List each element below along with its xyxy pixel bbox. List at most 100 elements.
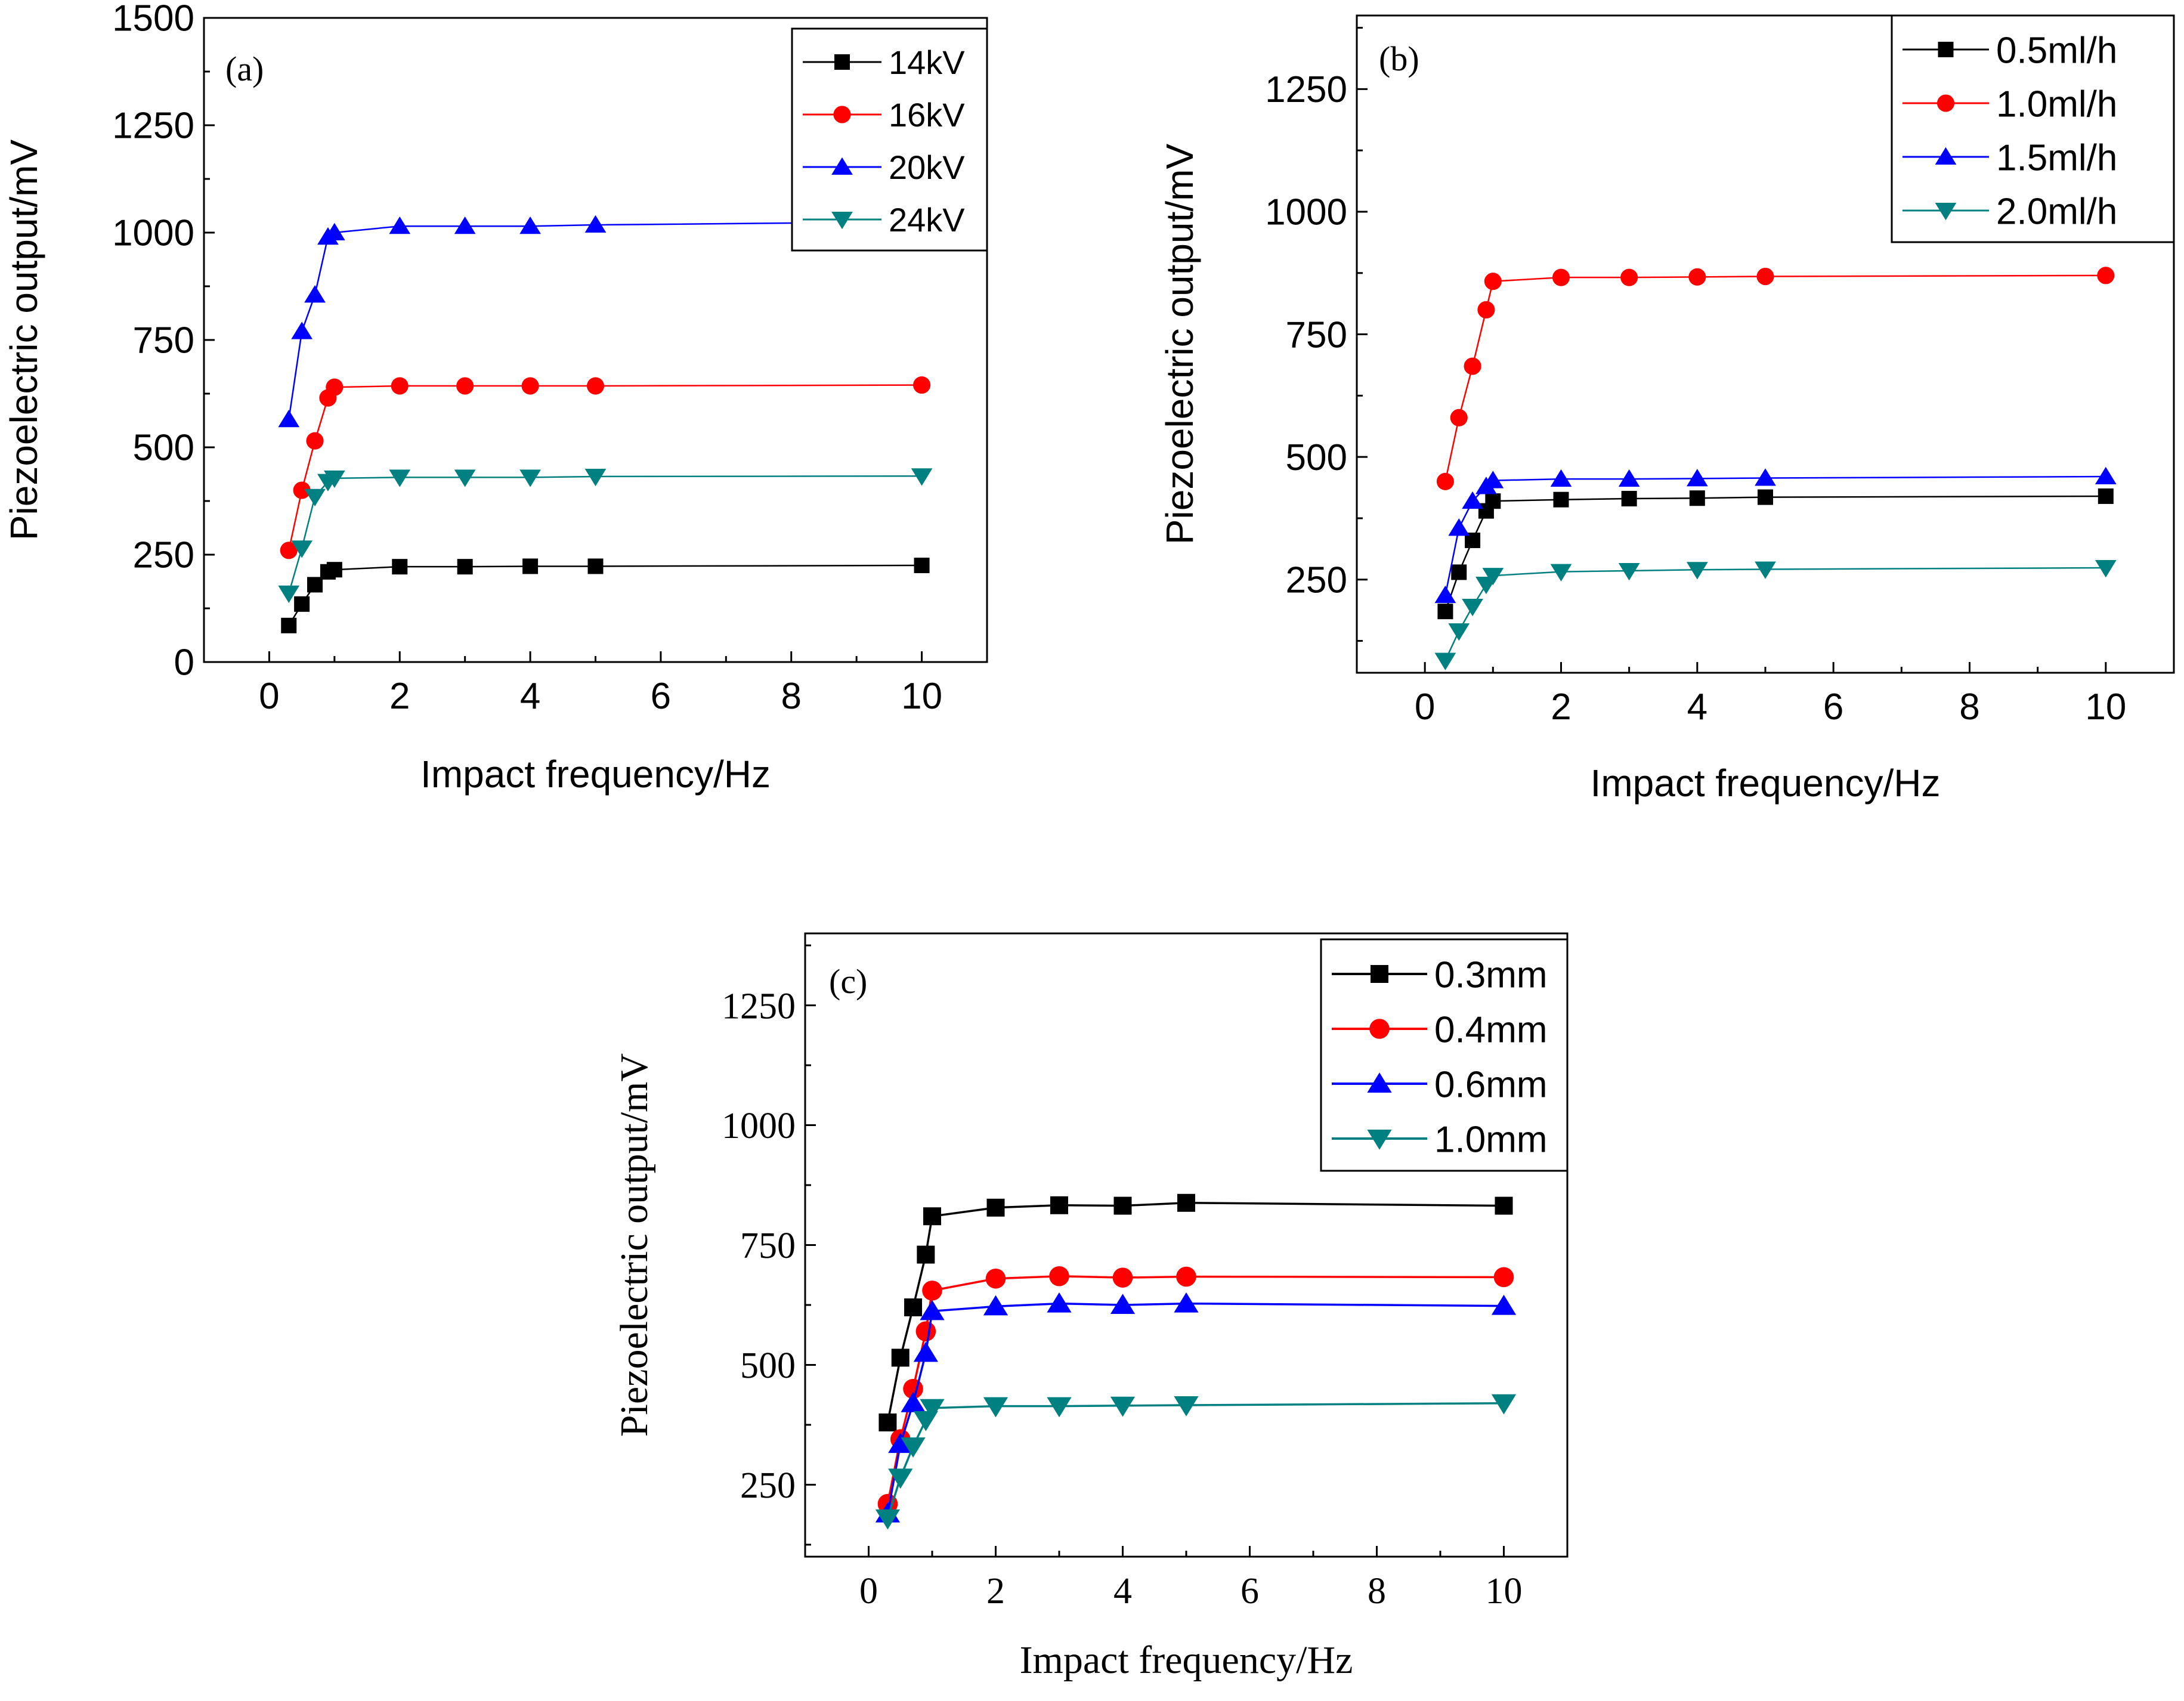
data-point xyxy=(1110,1396,1136,1417)
data-point xyxy=(911,468,933,486)
data-point xyxy=(294,596,310,612)
data-point xyxy=(986,1198,1005,1217)
data-point xyxy=(1482,471,1504,488)
legend-marker xyxy=(1935,203,1957,221)
data-point xyxy=(2095,466,2117,485)
x-tick-label: 4 xyxy=(1113,1571,1132,1612)
data-point xyxy=(1491,1394,1517,1415)
y-tick-label: 750 xyxy=(133,320,194,361)
y-axis-label: Piezoelectric output/mV xyxy=(612,1053,656,1437)
x-tick-label: 2 xyxy=(1551,686,1571,728)
legend-marker xyxy=(834,54,850,70)
data-point xyxy=(1755,561,1776,579)
x-axis-label: Impact frequency/Hz xyxy=(1020,1638,1353,1682)
legend-marker xyxy=(1935,147,1957,165)
data-point xyxy=(1493,1267,1514,1288)
legend-marker xyxy=(831,212,853,230)
legend-label: 0.3mm xyxy=(1434,954,1547,995)
y-tick-label: 500 xyxy=(1286,437,1347,478)
y-tick-label: 1000 xyxy=(1265,192,1347,233)
series-16kv xyxy=(280,376,931,559)
data-point xyxy=(1448,518,1470,536)
series-line xyxy=(1444,495,2106,612)
data-point xyxy=(587,558,604,574)
data-point xyxy=(323,222,345,240)
y-tick-label: 250 xyxy=(1286,559,1347,601)
data-point xyxy=(454,469,476,487)
data-point xyxy=(522,558,539,574)
panel-label: (b) xyxy=(1379,39,1419,78)
data-point xyxy=(1477,301,1495,318)
legend-label: 24kV xyxy=(889,201,965,239)
data-point xyxy=(293,481,311,499)
series-line xyxy=(1444,567,2106,661)
data-point xyxy=(2097,267,2115,284)
data-point xyxy=(1177,1193,1195,1212)
y-tick-label: 1250 xyxy=(112,106,194,147)
legend-label: 0.6mm xyxy=(1434,1064,1547,1105)
series-line xyxy=(288,221,922,420)
series-14kv xyxy=(281,558,930,633)
data-point xyxy=(904,1298,923,1316)
data-point xyxy=(1451,564,1467,580)
x-tick-label: 4 xyxy=(520,676,540,717)
data-point xyxy=(1495,1196,1513,1215)
data-point xyxy=(922,1281,942,1301)
y-tick-label: 500 xyxy=(133,428,194,469)
legend-marker xyxy=(1936,94,1955,112)
data-point xyxy=(1620,268,1638,286)
legend-marker xyxy=(831,157,853,175)
y-tick-label: 1250 xyxy=(1265,69,1347,110)
data-layer xyxy=(1434,267,2117,670)
data-point xyxy=(454,216,476,234)
data-point xyxy=(1436,472,1454,490)
series-0-4mm xyxy=(877,1266,1514,1514)
series-line xyxy=(288,384,922,551)
data-point xyxy=(888,1433,913,1453)
data-point xyxy=(1686,469,1708,487)
data-point xyxy=(2098,488,2114,504)
data-point xyxy=(519,216,541,234)
y-axis-label: Piezoelectric output/mV xyxy=(1158,144,1201,545)
legend-label: 20kV xyxy=(889,149,965,186)
legend-marker xyxy=(1371,965,1388,983)
data-point xyxy=(389,216,411,234)
series-1-0ml-h xyxy=(1436,267,2115,490)
legend-marker xyxy=(1938,42,1954,57)
x-tick-label: 8 xyxy=(1959,686,1979,728)
y-tick-label: 250 xyxy=(133,535,194,576)
legend-label: 14kV xyxy=(889,44,965,81)
data-point xyxy=(901,1392,926,1412)
data-point xyxy=(307,577,323,593)
data-point xyxy=(281,617,297,633)
data-point xyxy=(920,1300,945,1320)
y-tick-label: 500 xyxy=(740,1346,796,1386)
legend-label: 0.5ml/h xyxy=(1996,30,2117,71)
panel-label: (c) xyxy=(829,962,867,1001)
data-point xyxy=(304,285,326,303)
panel-label: (a) xyxy=(225,50,264,88)
series-line xyxy=(1444,274,2106,482)
x-tick-label: 0 xyxy=(859,1571,878,1612)
data-point xyxy=(291,321,313,339)
legend-marker xyxy=(833,106,851,123)
y-tick-label: 0 xyxy=(174,642,194,684)
y-tick-label: 750 xyxy=(1286,314,1347,355)
legend-marker xyxy=(1369,1019,1390,1039)
legend-marker xyxy=(1367,1130,1392,1150)
data-point xyxy=(1464,357,1481,375)
data-point xyxy=(1550,469,1572,487)
data-point xyxy=(1618,469,1640,487)
legend-box xyxy=(791,27,988,252)
data-point xyxy=(920,1399,945,1419)
x-tick-label: 0 xyxy=(1415,686,1435,728)
series-line xyxy=(288,564,922,626)
data-point xyxy=(901,1437,926,1458)
data-point xyxy=(875,1509,901,1530)
data-point xyxy=(1112,1267,1133,1288)
y-tick-label: 250 xyxy=(740,1465,796,1506)
series-line xyxy=(886,1202,1504,1423)
y-axis-label: Piezoelectric output/mV xyxy=(2,140,45,541)
x-tick-label: 0 xyxy=(259,676,279,717)
data-point xyxy=(891,1349,910,1367)
